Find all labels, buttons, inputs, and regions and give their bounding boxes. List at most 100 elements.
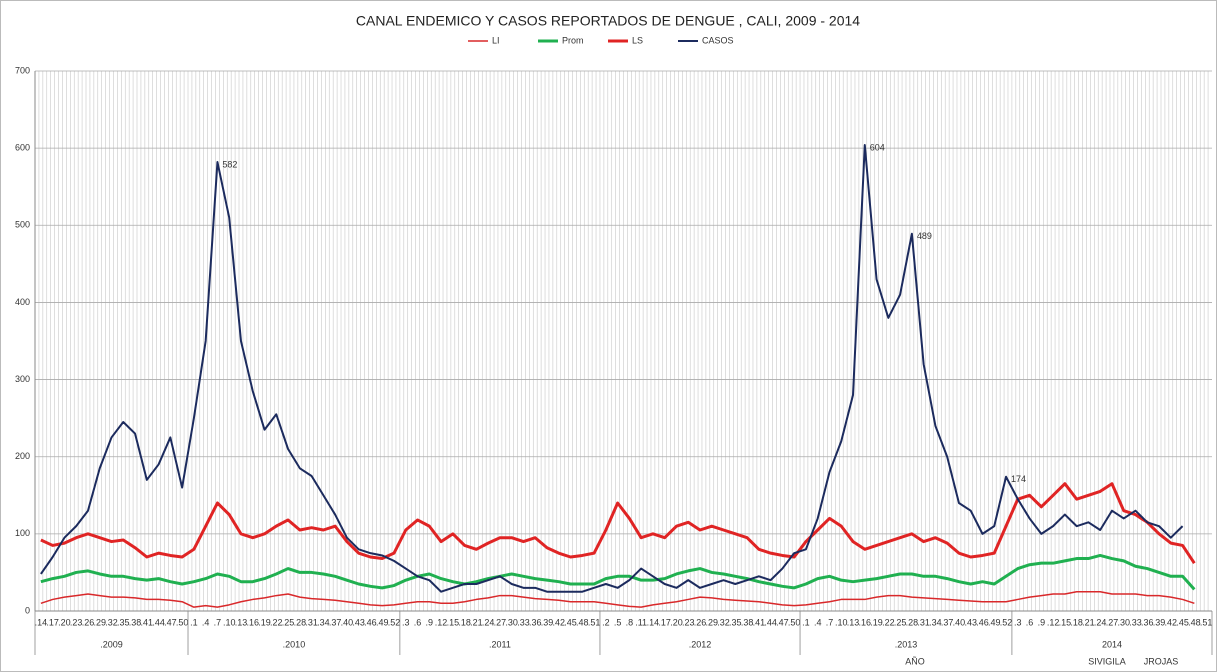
x-tick-label: .24: [1094, 617, 1107, 627]
x-tick-label: .30: [505, 617, 518, 627]
x-tick-label: .51: [1200, 617, 1213, 627]
x-tick-label: .6: [1026, 617, 1034, 627]
x-tick-label: .49: [376, 617, 389, 627]
footnote: SIVIGILA: [1088, 656, 1126, 666]
x-tick-label: .42: [1165, 617, 1178, 627]
x-tick-label: .7: [826, 617, 834, 627]
x-tick-label: .41: [753, 617, 766, 627]
x-tick-label: .21: [470, 617, 483, 627]
legend-label: LS: [632, 35, 643, 45]
x-tick-label: .9: [1038, 617, 1046, 627]
x-tick-label: .20: [58, 617, 71, 627]
x-tick-label: .26: [694, 617, 707, 627]
x-tick-label: .52: [1000, 617, 1013, 627]
x-axis-label: AÑO: [905, 656, 925, 666]
x-tick-label: .44: [152, 617, 165, 627]
legend-label: CASOS: [702, 35, 734, 45]
x-tick-label: .44: [764, 617, 777, 627]
x-tick-label: .25: [282, 617, 295, 627]
x-tick-label: .32: [105, 617, 118, 627]
x-tick-label: .22: [882, 617, 895, 627]
x-tick-label: .51: [588, 617, 601, 627]
x-tick-label: .10: [835, 617, 848, 627]
x-tick-label: .35: [117, 617, 130, 627]
y-tick-label: 300: [15, 374, 30, 384]
x-tick-label: .41: [141, 617, 154, 627]
year-label: .2010: [283, 639, 306, 649]
x-tick-label: .18: [1070, 617, 1083, 627]
x-tick-label: .5: [614, 617, 622, 627]
x-tick-label: .15: [1059, 617, 1072, 627]
x-tick-label: .37: [329, 617, 342, 627]
year-label: 2014: [1102, 639, 1122, 649]
x-tick-label: .27: [494, 617, 507, 627]
x-tick-label: .31: [917, 617, 930, 627]
legend-label: LI: [492, 35, 500, 45]
x-tick-label: .6: [414, 617, 422, 627]
x-tick-label: .31: [305, 617, 318, 627]
x-tick-label: .16: [859, 617, 872, 627]
x-tick-label: .17: [658, 617, 671, 627]
x-tick-label: .47: [164, 617, 177, 627]
x-tick-label: .1: [802, 617, 810, 627]
y-tick-label: 600: [15, 143, 30, 153]
series-line: [40, 144, 1184, 593]
x-tick-label: .28: [906, 617, 919, 627]
x-tick-label: .34: [929, 617, 942, 627]
x-tick-label: .17: [46, 617, 59, 627]
x-tick-label: .10: [223, 617, 236, 627]
data-label: 604: [870, 142, 885, 152]
x-tick-label: .23: [70, 617, 83, 627]
x-tick-label: .20: [670, 617, 683, 627]
x-tick-label: .38: [129, 617, 142, 627]
x-tick-label: .1: [190, 617, 198, 627]
y-tick-label: 200: [15, 451, 30, 461]
x-tick-label: .14: [647, 617, 660, 627]
x-tick-label: .33: [1129, 617, 1142, 627]
x-tick-label: .50: [788, 617, 801, 627]
x-tick-label: .21: [1082, 617, 1095, 627]
x-tick-label: .16: [246, 617, 259, 627]
x-tick-label: .47: [776, 617, 789, 627]
x-tick-label: .46: [364, 617, 377, 627]
x-tick-label: .43: [352, 617, 365, 627]
series-line: [40, 482, 1196, 564]
x-tick-label: .2: [602, 617, 610, 627]
y-tick-label: 0: [25, 605, 30, 615]
y-tick-label: 700: [15, 65, 30, 75]
x-tick-label: .22: [270, 617, 283, 627]
x-tick-label: .14: [35, 617, 48, 627]
x-tick-label: .28: [294, 617, 307, 627]
x-tick-label: .40: [341, 617, 354, 627]
year-label: .2009: [100, 639, 123, 649]
x-tick-label: .26: [82, 617, 95, 627]
x-tick-label: .8: [626, 617, 634, 627]
x-tick-label: .12: [435, 617, 448, 627]
x-tick-label: .36: [529, 617, 542, 627]
x-tick-label: .27: [1106, 617, 1119, 627]
chart-title: CANAL ENDEMICO Y CASOS REPORTADOS DE DEN…: [356, 13, 860, 29]
year-label: .2011: [489, 639, 511, 649]
x-tick-label: .33: [517, 617, 530, 627]
legend-label: Prom: [562, 35, 584, 45]
x-tick-label: .19: [870, 617, 883, 627]
data-label: 582: [222, 159, 237, 169]
x-tick-label: .15: [447, 617, 460, 627]
x-tick-label: .11: [635, 617, 647, 627]
x-tick-label: .35: [729, 617, 742, 627]
series-line: [40, 553, 1196, 591]
data-label: 489: [917, 231, 932, 241]
x-tick-label: .45: [1176, 617, 1189, 627]
year-label: .2012: [689, 639, 712, 649]
x-tick-label: .42: [553, 617, 566, 627]
x-tick-label: .4: [202, 617, 210, 627]
x-tick-label: .24: [482, 617, 495, 627]
x-tick-label: .23: [682, 617, 695, 627]
x-tick-label: .29: [93, 617, 106, 627]
y-tick-label: 400: [15, 297, 30, 307]
x-tick-label: .30: [1117, 617, 1130, 627]
series-line: [40, 590, 1195, 608]
x-tick-label: .48: [1188, 617, 1201, 627]
